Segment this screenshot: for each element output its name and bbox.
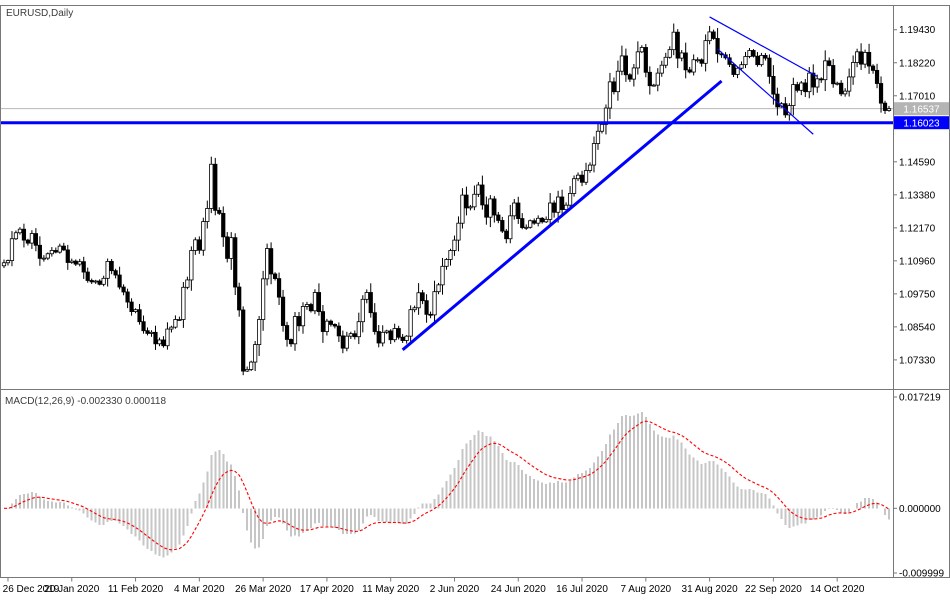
- macd-tick-label: 0.017219: [899, 393, 941, 404]
- macd-tick-label: -0.009999: [899, 569, 944, 580]
- blue-level-price-tag-value: 1.16023: [903, 118, 940, 129]
- price-tick-label: 1.07330: [899, 355, 936, 366]
- price-tick-label: 1.18220: [899, 58, 936, 69]
- macd-tick-label: 0.000000: [899, 504, 941, 515]
- date-label: 20 Jan 2020: [44, 584, 99, 595]
- date-label: 16 Jul 2020: [556, 584, 608, 595]
- date-label: 24 Jun 2020: [491, 584, 546, 595]
- date-label: 11 Feb 2020: [108, 584, 164, 595]
- date-label: 26 Dec 2019: [3, 584, 60, 595]
- price-tick-label: 1.09750: [899, 289, 936, 300]
- date-label: 11 May 2020: [362, 584, 420, 595]
- ascending-trendline[interactable]: [401, 79, 723, 351]
- macd-indicator-label: MACD(12,26,9) -0.002330 0.000118: [5, 396, 166, 407]
- axes-layer: 1.19430 1.18220 1.17010 1.14590 1.13380 1.121…: [0, 5, 950, 595]
- date-label: 14 Oct 2020: [810, 584, 865, 595]
- price-tick-label: 1.19430: [899, 25, 936, 36]
- date-label: 7 Aug 2020: [621, 584, 672, 595]
- current-price-tag-bg: [894, 102, 949, 116]
- blue-level-price-tag-bg: [894, 116, 949, 130]
- date-label: 22 Sep 2020: [745, 584, 802, 595]
- date-label: 17 Apr 2020: [300, 584, 354, 595]
- candlesticks[interactable]: [1, 23, 892, 376]
- symbol-timeframe-label: EURUSD,Daily: [6, 8, 73, 19]
- blue-level-price-tag: 1.16023: [894, 116, 949, 129]
- current-price-tag: 1.16537: [894, 102, 949, 115]
- price-tick-label: 1.12170: [899, 223, 936, 234]
- drawn-objects-layer[interactable]: [0, 16, 893, 351]
- descending-channel-upper[interactable]: [709, 16, 818, 77]
- price-tick-label: 1.13380: [899, 190, 936, 201]
- macd-signal-line: [4, 420, 890, 551]
- macd-histogram-panel[interactable]: [4, 412, 891, 558]
- current-price-tag-value: 1.16537: [903, 104, 940, 115]
- date-label: 2 Jun 2020: [430, 584, 480, 595]
- date-label: 26 Mar 2020: [235, 584, 292, 595]
- date-label: 4 Mar 2020: [174, 584, 225, 595]
- price-tick-label: 1.17010: [899, 91, 936, 102]
- date-label: 31 Aug 2020: [682, 584, 739, 595]
- price-tick-label: 1.10960: [899, 256, 936, 267]
- price-tick-label: 1.08540: [899, 322, 936, 333]
- descending-channel-lower[interactable]: [717, 48, 814, 135]
- price-tick-label: 1.14590: [899, 157, 936, 168]
